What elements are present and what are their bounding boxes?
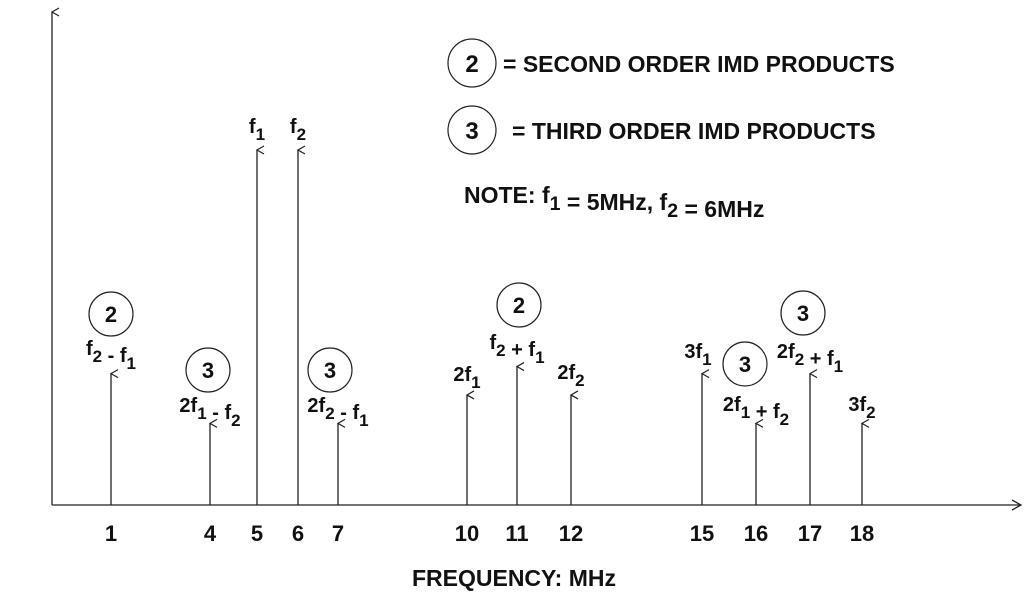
x-tick-label-10: 10 <box>455 521 479 546</box>
component-label-16: 2f1 + f2 <box>723 394 789 429</box>
order-marker-circle-11 <box>496 282 542 328</box>
order-marker-circle-7 <box>307 347 353 393</box>
x-axis-label: FREQUENCY: MHz <box>412 565 616 591</box>
order-marker-7: 3 <box>324 358 336 383</box>
component-label-7: 2f2 - f1 <box>307 395 368 430</box>
x-tick-label-17: 17 <box>798 521 822 546</box>
x-tick-label-7: 7 <box>332 521 344 546</box>
second-order-symbol: 2 <box>465 51 478 78</box>
order-marker-4: 3 <box>202 358 214 383</box>
legend: 2 = SECOND ORDER IMD PRODUCTS 3 = THIRD … <box>447 38 895 155</box>
component-label-10: 2f1 <box>453 364 480 392</box>
component-label-11: f2 + f1 <box>489 332 544 367</box>
x-tick-label-18: 18 <box>850 521 874 546</box>
second-order-legend-text: = SECOND ORDER IMD PRODUCTS <box>503 51 895 77</box>
component-label-12: 2f2 <box>557 362 584 390</box>
component-label-5: f1 <box>249 116 265 144</box>
x-tick-label-16: 16 <box>744 521 768 546</box>
x-axis-arrowhead <box>1011 499 1023 511</box>
order-marker-circle-17 <box>780 290 826 336</box>
x-tick-label-5: 5 <box>251 521 263 546</box>
order-marker-circle-4 <box>185 347 231 393</box>
component-label-1: f2 - f1 <box>86 338 136 373</box>
order-marker-circle-16 <box>722 341 768 387</box>
x-tick-label-15: 15 <box>690 521 714 546</box>
order-marker-circle-1 <box>88 291 134 337</box>
x-tick-label-6: 6 <box>292 521 304 546</box>
x-tick-label-1: 1 <box>105 521 117 546</box>
order-marker-1: 2 <box>105 302 117 327</box>
order-marker-16: 3 <box>739 352 751 377</box>
third-order-symbol: 3 <box>465 118 478 145</box>
third-order-legend-text: = THIRD ORDER IMD PRODUCTS <box>512 118 876 144</box>
third-order-symbol-circle <box>447 105 497 155</box>
second-order-symbol-circle <box>447 38 497 88</box>
x-tick-label-4: 4 <box>204 521 217 546</box>
x-tick-label-11: 11 <box>505 521 528 546</box>
component-label-18: 3f2 <box>848 394 875 422</box>
component-label-17: 2f2 + f1 <box>777 341 843 376</box>
component-label-15: 3f1 <box>684 341 711 369</box>
order-marker-17: 3 <box>797 301 809 326</box>
order-marker-11: 2 <box>513 293 525 318</box>
component-label-6: f2 <box>290 116 306 144</box>
note-text: NOTE: f1 = 5MHz, f2 = 6MHz <box>464 182 764 222</box>
component-label-4: 2f1 - f2 <box>179 395 240 430</box>
x-tick-label-12: 12 <box>559 521 583 546</box>
